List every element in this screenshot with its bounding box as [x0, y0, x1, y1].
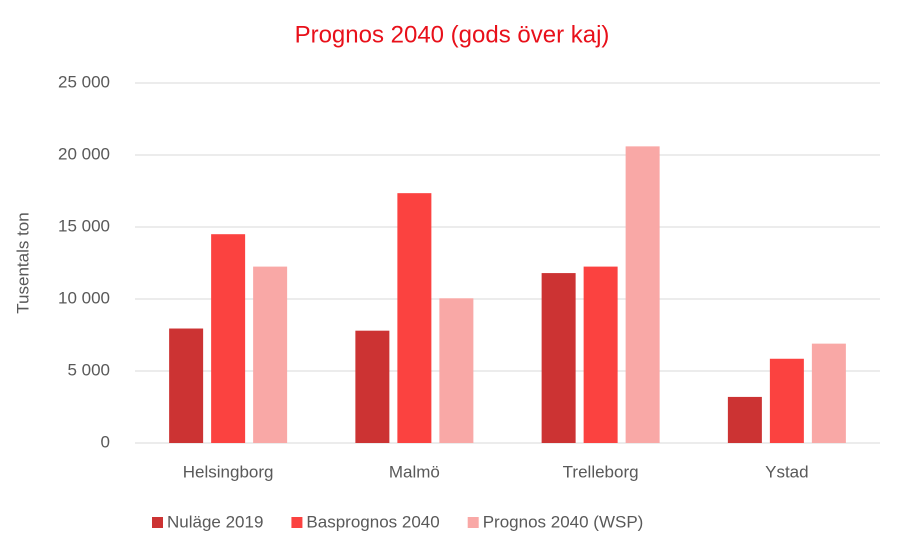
legend-label: Prognos 2040 (WSP)	[483, 512, 644, 531]
legend-swatch	[291, 517, 303, 528]
y-axis-label: Tusentals ton	[13, 212, 32, 313]
y-tick-label: 10 000	[58, 288, 110, 307]
bar	[397, 193, 432, 443]
legend-label: Basprognos 2040	[306, 512, 439, 531]
bar	[355, 330, 390, 443]
x-tick-label: Malmö	[389, 462, 440, 481]
bar	[253, 266, 288, 443]
y-tick-label: 15 000	[58, 216, 110, 235]
bar	[169, 328, 204, 443]
legend-swatch	[152, 517, 163, 528]
y-tick-label: 5 000	[67, 360, 110, 379]
bar	[541, 273, 576, 443]
bar	[211, 234, 246, 443]
x-tick-label: Trelleborg	[563, 462, 639, 481]
bar	[727, 396, 762, 443]
bar	[439, 298, 474, 443]
bar	[583, 266, 618, 443]
y-tick-label: 20 000	[58, 144, 110, 163]
y-tick-label: 0	[101, 432, 110, 451]
bar	[625, 146, 660, 444]
legend-label: Nuläge 2019	[167, 512, 263, 531]
bar	[769, 358, 804, 443]
y-tick-label: 25 000	[58, 72, 110, 91]
legend-swatch	[467, 517, 479, 528]
x-tick-label: Helsingborg	[183, 462, 274, 481]
bar	[811, 343, 846, 443]
chart-title: Prognos 2040 (gods över kaj)	[295, 21, 610, 48]
x-tick-label: Ystad	[765, 462, 808, 481]
